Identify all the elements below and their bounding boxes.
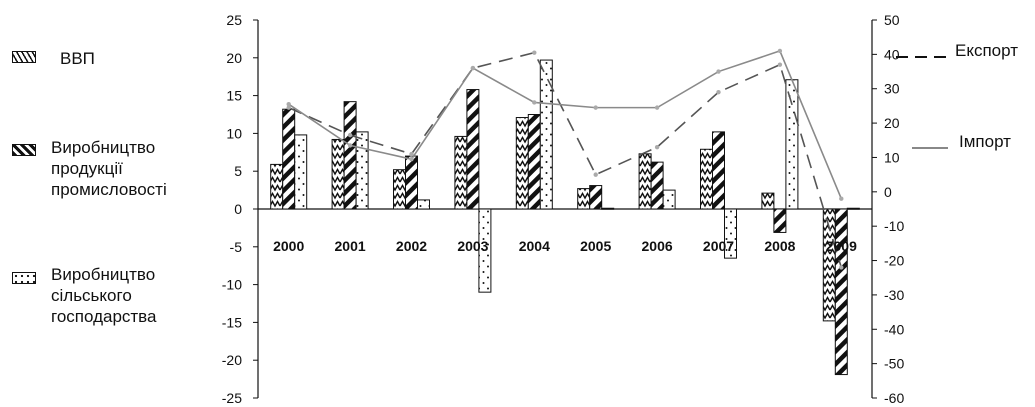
- bar-diagonal: [405, 155, 418, 210]
- legend-swatch-gdp: [12, 51, 36, 63]
- left-axis-tick-label: 0: [234, 201, 242, 217]
- export-point: [839, 265, 844, 270]
- bar-dots: [478, 208, 492, 293]
- right-axis-tick-label: -40: [884, 321, 904, 337]
- import-point: [839, 196, 844, 201]
- import-point: [532, 100, 537, 105]
- bar-dots: [846, 207, 860, 210]
- left-axis-tick-label: 15: [226, 88, 242, 104]
- bar-zigzag: [515, 117, 529, 210]
- bar-diagonal: [466, 89, 480, 210]
- category-label: 2007: [703, 238, 734, 254]
- export-point: [716, 89, 721, 95]
- left-axis-tick-label: 5: [234, 163, 242, 179]
- legend-label-export: Експорт: [955, 41, 1018, 60]
- bar-diagonal: [650, 161, 664, 210]
- legend-swatch-agriculture: [12, 272, 36, 284]
- import-point: [286, 101, 291, 107]
- bar-diagonal: [343, 101, 357, 210]
- bar-dots: [601, 207, 615, 210]
- import-point: [347, 143, 353, 148]
- bar-dots: [724, 208, 737, 259]
- right-axis-tick-label: -20: [884, 253, 904, 269]
- right-axis-tick-label: -30: [884, 287, 904, 303]
- right-axis-tick-label: 10: [884, 149, 900, 165]
- legend-swatch-industry: [12, 144, 36, 156]
- bar-dots: [417, 199, 430, 210]
- import-line: [288, 49, 843, 199]
- bar-dots: [539, 59, 553, 210]
- lines: [286, 48, 844, 270]
- bar-diagonal: [527, 114, 541, 210]
- category-label: 2001: [335, 238, 366, 254]
- export-point: [777, 62, 783, 67]
- right-axis-tick-label: 50: [884, 12, 900, 28]
- left-axis-tick-label: -20: [222, 352, 242, 368]
- bar-zigzag: [700, 148, 713, 210]
- right-axis-tick-label: -10: [884, 218, 904, 234]
- bar-dots: [785, 79, 799, 210]
- import-point: [716, 69, 721, 74]
- left-axis-tick-label: -25: [222, 390, 242, 406]
- bar-zigzag: [393, 169, 406, 210]
- right-axis-tick-label: 40: [884, 46, 900, 62]
- right-axis-tick-label: 20: [884, 115, 900, 131]
- bar-zigzag: [454, 135, 468, 210]
- legend-label-import: Імпорт: [959, 132, 1011, 151]
- bar-diagonal: [712, 131, 725, 210]
- bars: [270, 59, 860, 376]
- export-line: [288, 51, 843, 268]
- left-axis-tick-label: -15: [222, 314, 242, 330]
- right-axis-tick-label: -50: [884, 356, 904, 372]
- bar-zigzag: [270, 163, 284, 210]
- category-label: 2000: [273, 238, 304, 254]
- category-label: 2009: [826, 238, 857, 254]
- category-label: 2005: [580, 238, 611, 254]
- left-axis-tick-label: 10: [226, 125, 242, 141]
- legend-label-agriculture: Виробництво сільського господарства: [51, 265, 157, 326]
- import-point: [777, 48, 783, 54]
- import-point: [654, 105, 660, 110]
- right-axis-tick-label: 30: [884, 81, 900, 97]
- bar-zigzag: [331, 138, 345, 210]
- category-label: 2003: [457, 238, 488, 254]
- category-label: 2006: [642, 238, 673, 254]
- left-axis-tick-label: 25: [226, 12, 242, 28]
- legend-label-industry: Виробництво продукції промисловості: [51, 138, 167, 199]
- bar-dots: [355, 131, 369, 210]
- import-point: [470, 65, 476, 71]
- bar-zigzag: [577, 188, 591, 210]
- legend-line-samples: [896, 56, 948, 149]
- export-point: [654, 144, 660, 150]
- category-label: 2008: [764, 238, 795, 254]
- bar-dots: [662, 189, 676, 210]
- category-label: 2002: [396, 238, 427, 254]
- import-point: [593, 105, 598, 110]
- export-point: [532, 50, 537, 55]
- left-axis-tick-label: -10: [222, 277, 242, 293]
- bar-zigzag: [761, 192, 775, 210]
- export-point: [286, 105, 291, 110]
- bar-diagonal: [589, 185, 603, 210]
- export-point: [409, 151, 414, 157]
- bar-diagonal: [834, 208, 848, 376]
- import-point: [409, 156, 414, 162]
- export-point: [593, 172, 598, 177]
- export-point: [347, 132, 353, 138]
- right-axis-tick-label: 0: [884, 184, 892, 200]
- right-axis-tick-label: -60: [884, 390, 904, 406]
- labels: 2000 2001 2002 2003 2004 2005 2006 2007 2008 2009: [273, 238, 857, 254]
- bar-dots: [294, 134, 308, 210]
- legend-label-gdp: ВВП: [60, 49, 95, 68]
- bar-zigzag: [638, 153, 652, 210]
- category-label: 2004: [519, 238, 550, 254]
- bar-diagonal: [282, 108, 296, 210]
- bar-diagonal: [773, 208, 787, 233]
- left-axis-tick-label: 20: [226, 50, 242, 66]
- axes: 2520151050-5-10-15-20-2550403020100-10-2…: [222, 12, 905, 406]
- left-axis-tick-label: -5: [230, 239, 243, 255]
